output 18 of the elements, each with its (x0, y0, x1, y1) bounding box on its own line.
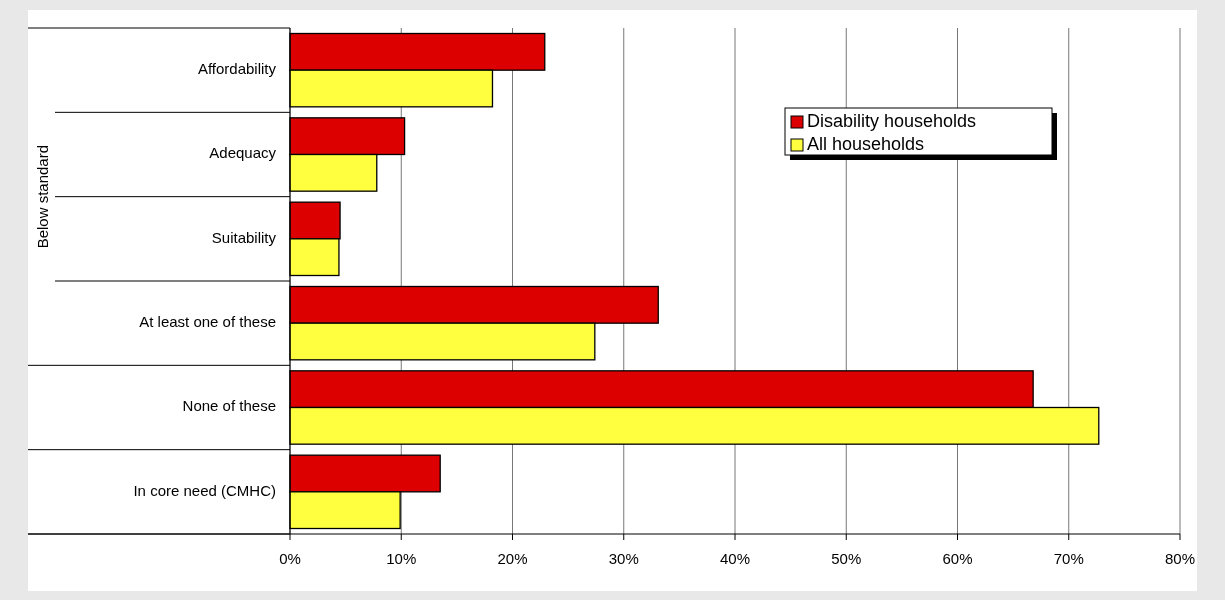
x-tick-label: 40% (719, 550, 751, 567)
y-tick-label: In core need (CMHC) (133, 481, 276, 499)
y-tick-label: Suitability (211, 228, 277, 246)
x-tick-label: 70% (1053, 550, 1084, 567)
y-tick-label: At least one of these (139, 313, 276, 331)
x-tick-label: 50% (831, 550, 862, 567)
x-tick-label: 0% (279, 550, 301, 567)
text: Below standard (34, 144, 51, 249)
y-tick-label: None of these (182, 397, 276, 415)
x-tick-label: 20% (497, 550, 528, 567)
y-tick-label: Adequacy (209, 144, 277, 162)
x-tick-label: 60% (942, 550, 973, 567)
legend-label: Disability households (807, 111, 977, 131)
legend-label: All households (807, 134, 925, 154)
x-tick-label: 30% (608, 550, 639, 567)
y-tick-label: Affordability (197, 60, 277, 78)
x-tick-label: 10% (386, 550, 417, 567)
x-tick-label: 80% (1164, 550, 1196, 567)
